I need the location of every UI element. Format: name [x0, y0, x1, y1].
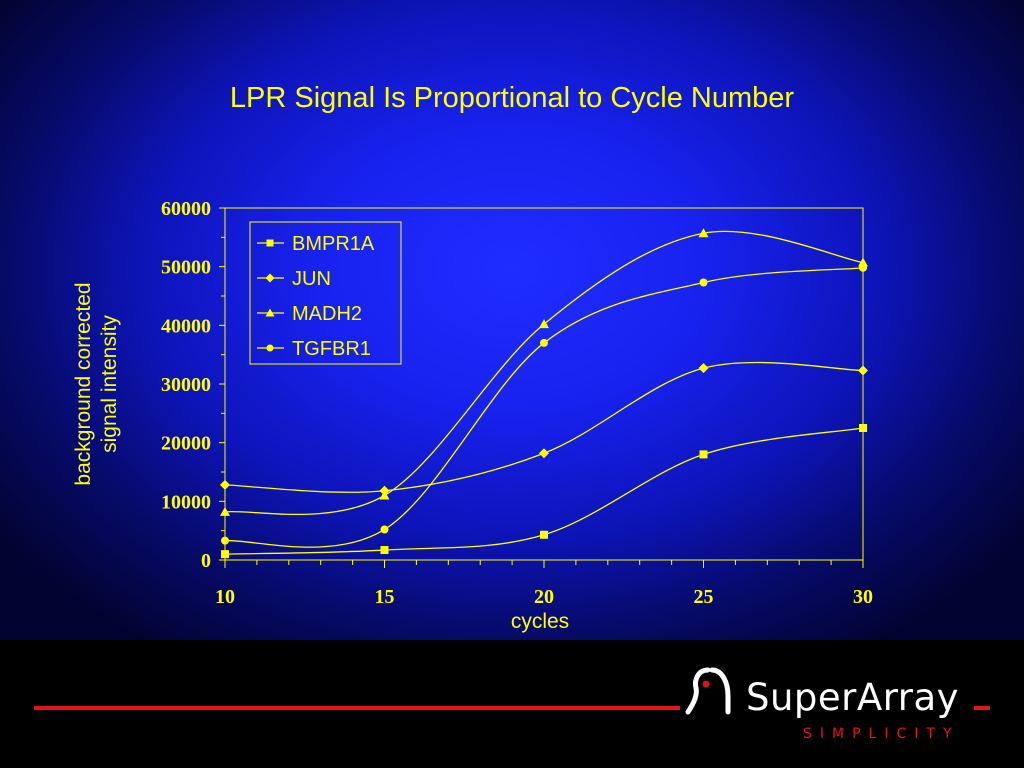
data-point-madh2: [698, 228, 709, 238]
legend-marker: [266, 344, 274, 352]
series-line-madh2: [224, 230, 864, 516]
series-madh2: [220, 228, 868, 516]
data-point-jun: [539, 448, 549, 459]
x-tick-label: 10: [215, 586, 235, 608]
x-axis: 10 15 20 25 30: [215, 560, 873, 608]
footer-red-line-right: [974, 706, 990, 710]
plot-border: [224, 207, 864, 561]
y-axis: 0 10000 20000 30000 40000 50000 60000: [161, 198, 225, 572]
data-point-jun: [858, 365, 868, 376]
legend-box: [249, 221, 402, 365]
data-point-madh2: [858, 257, 868, 267]
y-tick-label: 50000: [161, 257, 211, 279]
legend: BMPR1A JUN MADH2 TGFBR1: [249, 221, 402, 365]
legend-item: BMPR1A: [257, 233, 375, 255]
legend-label: JUN: [292, 268, 331, 290]
legend-label: MADH2: [292, 303, 362, 325]
y-tick-label: 60000: [161, 198, 211, 220]
x-tick-label: 30: [853, 586, 873, 608]
plot-area: [224, 207, 864, 561]
data-point-bmpr1a: [540, 530, 548, 539]
footer-red-line-left: [34, 706, 680, 710]
data-point-madh2: [539, 319, 549, 329]
logo-wordmark: SuperArray: [746, 676, 960, 719]
data-point-madh2: [379, 490, 390, 500]
x-tick-label: 25: [694, 586, 714, 608]
series-line-tgfbr1: [224, 267, 864, 548]
data-point-bmpr1a: [859, 424, 867, 432]
logo-tagline: SIMPLICITY: [803, 726, 960, 742]
data-point-bmpr1a: [380, 546, 389, 555]
legend-item: JUN: [257, 268, 331, 290]
y-tick-label: 30000: [161, 374, 211, 396]
y-tick-label: 20000: [161, 433, 211, 455]
legend-marker: [265, 308, 275, 317]
y-axis-label-line: background corrected: [72, 282, 95, 485]
y-tick-label: 0: [201, 550, 211, 572]
series-jun: [220, 361, 868, 496]
data-point-tgfbr1: [380, 525, 389, 534]
data-point-tgfbr1: [221, 536, 229, 545]
legend-marker: [266, 239, 274, 247]
y-tick-label: 10000: [161, 491, 211, 513]
x-tick-label: 20: [534, 586, 554, 608]
legend-label: BMPR1A: [292, 233, 375, 255]
slide-background: [0, 0, 1024, 640]
data-point-jun: [698, 363, 709, 374]
y-axis-label: background corrected signal intensity: [72, 282, 121, 485]
data-point-jun: [220, 479, 230, 490]
data-point-bmpr1a: [221, 550, 229, 559]
slide-title: LPR Signal Is Proportional to Cycle Numb…: [229, 82, 795, 114]
y-tick-label: 40000: [161, 315, 211, 337]
footer-bar: [0, 640, 1024, 768]
line-chart: 0 10000 20000 30000 40000 50000 60000 10 15 20 25…: [72, 198, 873, 633]
data-point-tgfbr1: [699, 278, 708, 287]
data-point-bmpr1a: [699, 450, 708, 459]
legend-item: MADH2: [257, 303, 362, 325]
x-tick-label: 15: [375, 586, 395, 608]
x-axis-label: cycles: [511, 610, 569, 633]
data-point-tgfbr1: [540, 338, 548, 347]
series-line-jun: [224, 361, 864, 493]
data-point-madh2: [220, 506, 230, 516]
y-axis-label-line: signal intensity: [98, 315, 121, 453]
legend-item: TGFBR1: [257, 338, 371, 360]
superarray-logo-icon: [685, 667, 731, 715]
series-layer: [220, 228, 868, 559]
series-tgfbr1: [221, 263, 867, 548]
legend-marker: [265, 273, 275, 283]
series-bmpr1a: [221, 424, 867, 559]
data-point-tgfbr1: [859, 263, 867, 272]
legend-label: TGFBR1: [292, 338, 371, 360]
